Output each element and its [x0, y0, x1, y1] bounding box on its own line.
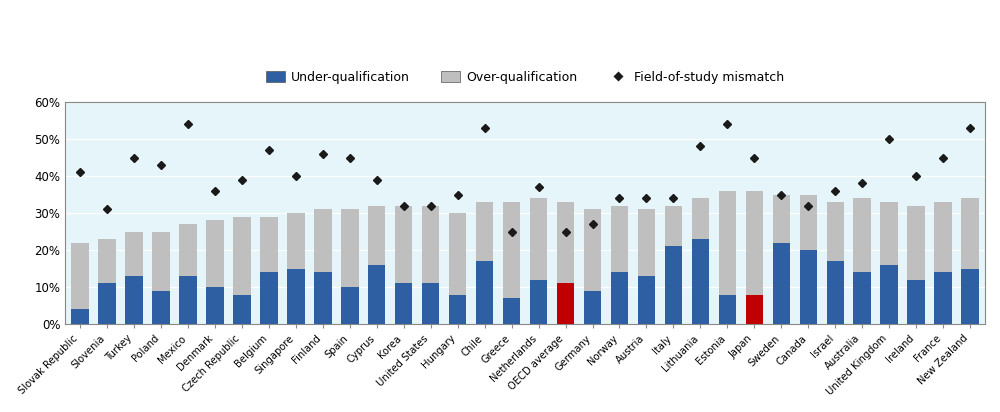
Bar	[907, 280, 925, 324]
Bar	[368, 265, 385, 324]
Bar	[827, 261, 844, 324]
Bar	[880, 265, 898, 324]
Bar	[773, 194, 790, 243]
Bar	[530, 198, 547, 280]
Bar	[638, 209, 655, 276]
Bar	[233, 295, 251, 324]
Bar	[179, 224, 197, 276]
Bar	[557, 202, 574, 283]
Bar	[395, 206, 412, 283]
Bar	[260, 217, 278, 272]
Bar	[853, 198, 871, 272]
Bar	[206, 287, 224, 324]
Bar	[719, 191, 736, 295]
Bar	[584, 209, 601, 291]
Bar	[934, 202, 952, 272]
Bar	[746, 295, 763, 324]
Bar	[611, 206, 628, 272]
Bar	[800, 194, 817, 250]
Bar	[476, 202, 493, 261]
Bar	[665, 206, 682, 246]
Bar	[287, 269, 305, 324]
Bar	[880, 202, 898, 265]
Bar	[961, 269, 979, 324]
Bar	[233, 217, 251, 295]
Bar	[557, 283, 574, 324]
Bar	[746, 191, 763, 295]
Bar	[422, 283, 439, 324]
Bar	[800, 250, 817, 324]
Bar	[287, 213, 305, 269]
Bar	[611, 272, 628, 324]
Legend: Under-qualification, Over-qualification, Field-of-study mismatch: Under-qualification, Over-qualification,…	[261, 66, 789, 89]
Bar	[152, 291, 170, 324]
Bar	[395, 283, 412, 324]
Bar	[152, 232, 170, 291]
Bar	[125, 276, 143, 324]
Bar	[934, 272, 952, 324]
Bar	[476, 261, 493, 324]
Bar	[71, 243, 89, 309]
Bar	[719, 295, 736, 324]
Bar	[71, 309, 89, 324]
Bar	[773, 243, 790, 324]
Bar	[368, 206, 385, 265]
Bar	[98, 239, 116, 283]
Bar	[961, 198, 979, 269]
Bar	[341, 287, 359, 324]
Bar	[503, 298, 520, 324]
Bar	[449, 295, 466, 324]
Bar	[638, 276, 655, 324]
Bar	[341, 209, 359, 287]
Bar	[530, 280, 547, 324]
Bar	[692, 198, 709, 239]
Bar	[125, 232, 143, 276]
Bar	[503, 202, 520, 298]
Bar	[179, 276, 197, 324]
Bar	[98, 283, 116, 324]
Bar	[692, 239, 709, 324]
Bar	[314, 272, 332, 324]
Bar	[827, 202, 844, 261]
Bar	[449, 213, 466, 295]
Bar	[853, 272, 871, 324]
Bar	[907, 206, 925, 280]
Bar	[260, 272, 278, 324]
Bar	[314, 209, 332, 272]
Bar	[665, 246, 682, 324]
Bar	[422, 206, 439, 283]
Bar	[584, 291, 601, 324]
Bar	[206, 220, 224, 287]
